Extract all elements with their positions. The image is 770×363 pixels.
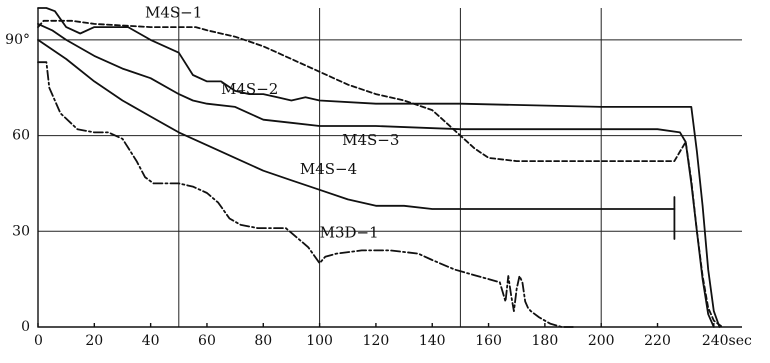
x-tick-label: 140 [419, 333, 446, 349]
series-layer [37, 7, 724, 328]
series-line-1 [37, 19, 724, 328]
series-label-m3d-1: M3D−1 [320, 224, 379, 242]
series-label-m4s-2: M4S−2 [221, 80, 278, 98]
y-tick-label: 0 [21, 319, 30, 335]
x-tick-label: 0 [34, 333, 43, 349]
x-tick-label: 180 [532, 333, 559, 349]
x-tick-label: 20 [85, 333, 103, 349]
axis-layer [37, 8, 742, 328]
y-tick-label: 60 [12, 128, 30, 144]
x-tick-label: 40 [142, 333, 160, 349]
series-line-2 [37, 7, 721, 328]
x-tick-label: 200 [588, 333, 615, 349]
x-tick-label: 60 [198, 333, 216, 349]
x-tick-label: 160 [475, 333, 502, 349]
series-label-m4s-3: M4S−3 [342, 131, 399, 149]
tick-labels: 0 20 40 60 80 100 120 140 160 180 200 220 240sec 0 30 6… [5, 32, 752, 349]
series-label-m4s-4: M4S−4 [300, 160, 357, 178]
series-line-5 [37, 61, 574, 328]
plot-frame [37, 8, 742, 328]
y-tick-label: 90° [5, 32, 30, 48]
x-tick-label: 80 [254, 333, 272, 349]
series-labels: M4S−1 M4S−2 M4S−3 M4S−4 M3D−1 [145, 4, 399, 242]
x-tick-label: 120 [363, 333, 390, 349]
series-line-4 [37, 39, 676, 210]
x-tick-label: 240sec [702, 333, 752, 349]
x-tick-label: 100 [306, 333, 333, 349]
x-tick-label: 220 [644, 333, 671, 349]
series-label-m4s-1: M4S−1 [145, 4, 202, 22]
y-tick-label: 30 [12, 223, 30, 239]
series-line-3 [37, 22, 715, 328]
grid-layer [38, 8, 742, 327]
